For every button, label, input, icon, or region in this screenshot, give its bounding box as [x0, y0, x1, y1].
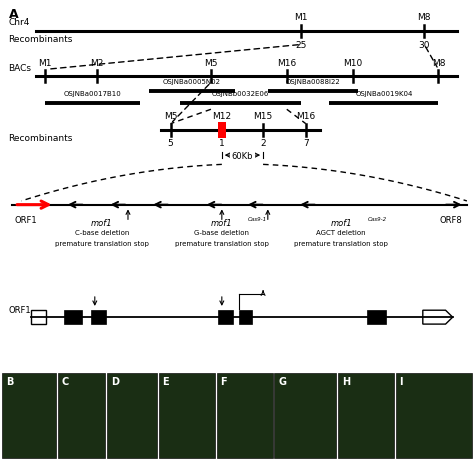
Bar — [64, 310, 82, 324]
Text: Cas9-1: Cas9-1 — [248, 217, 267, 222]
Bar — [107, 373, 157, 458]
Text: premature translation stop: premature translation stop — [294, 241, 388, 247]
Text: 1: 1 — [219, 139, 225, 148]
Text: OSJNBa0017B10: OSJNBa0017B10 — [64, 91, 121, 97]
Text: 30: 30 — [419, 41, 430, 50]
Text: mof1: mof1 — [211, 219, 233, 227]
Text: M15: M15 — [254, 113, 273, 121]
Text: ORF1: ORF1 — [9, 306, 31, 315]
Text: A: A — [9, 8, 18, 21]
Text: M8: M8 — [432, 59, 445, 68]
Text: M2: M2 — [91, 59, 104, 68]
Bar — [218, 121, 226, 138]
Bar — [218, 310, 233, 324]
Text: BACs: BACs — [9, 64, 32, 73]
Text: OSJNBa0019K04: OSJNBa0019K04 — [355, 91, 413, 97]
Text: 5: 5 — [168, 139, 173, 148]
Text: G: G — [278, 377, 286, 388]
Bar — [367, 310, 386, 324]
Bar — [274, 373, 336, 458]
Text: ORF8: ORF8 — [439, 216, 462, 225]
Text: E: E — [163, 377, 169, 388]
Text: F: F — [220, 377, 227, 388]
Text: Chr4: Chr4 — [9, 18, 30, 27]
Bar — [159, 373, 215, 458]
Text: H: H — [342, 377, 350, 388]
Text: M5: M5 — [204, 59, 218, 68]
Text: M1: M1 — [38, 59, 52, 68]
Text: OSJNBa0005N02: OSJNBa0005N02 — [163, 79, 221, 85]
Text: mof1: mof1 — [91, 219, 113, 227]
Text: Cas9-2: Cas9-2 — [367, 217, 386, 222]
Bar — [31, 310, 46, 324]
Bar — [2, 373, 56, 458]
Text: ORF1: ORF1 — [14, 216, 37, 225]
Text: M16: M16 — [277, 59, 296, 68]
Text: premature translation stop: premature translation stop — [55, 241, 149, 247]
Polygon shape — [423, 310, 453, 324]
Text: AGCT deletion: AGCT deletion — [317, 230, 366, 236]
Text: C: C — [62, 377, 69, 388]
Text: M16: M16 — [296, 113, 315, 121]
Text: G-base deletion: G-base deletion — [194, 230, 249, 236]
Text: I: I — [400, 377, 403, 388]
Text: premature translation stop: premature translation stop — [175, 241, 269, 247]
Text: M8: M8 — [418, 13, 431, 22]
Bar — [396, 373, 472, 458]
Bar — [58, 373, 105, 458]
Text: mof1: mof1 — [330, 219, 352, 227]
Text: M5: M5 — [164, 113, 177, 121]
Text: B: B — [6, 377, 13, 388]
Text: 2: 2 — [260, 139, 266, 148]
Bar — [338, 373, 394, 458]
Text: 60Kb: 60Kb — [232, 151, 253, 161]
Text: D: D — [111, 377, 119, 388]
Text: C-base deletion: C-base deletion — [75, 230, 129, 236]
Text: 25: 25 — [295, 41, 307, 50]
Text: M1: M1 — [294, 13, 308, 22]
Bar — [217, 373, 273, 458]
Text: M10: M10 — [344, 59, 363, 68]
Text: Recombinants: Recombinants — [9, 35, 73, 44]
Text: OSJNBa0088I22: OSJNBa0088I22 — [285, 79, 340, 85]
Text: M12: M12 — [212, 113, 231, 121]
Bar — [239, 310, 252, 324]
Text: Recombinants: Recombinants — [9, 134, 73, 143]
Text: 7: 7 — [303, 139, 309, 148]
Text: OSJNBb0032E06: OSJNBb0032E06 — [212, 91, 269, 97]
Bar — [91, 310, 106, 324]
